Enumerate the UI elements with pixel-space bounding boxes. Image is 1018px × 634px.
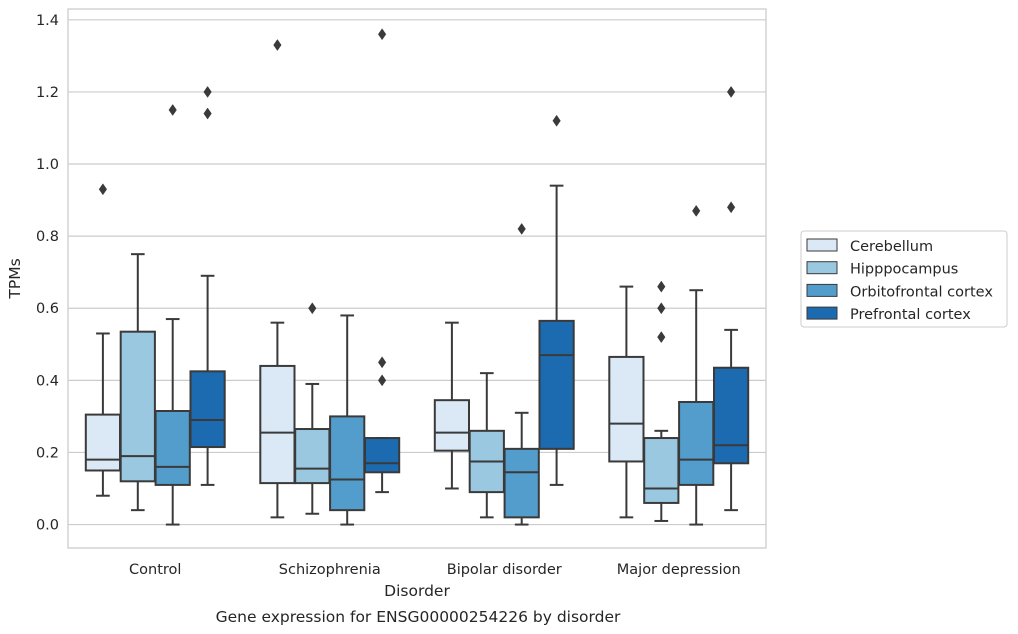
x-tick-labels: Control Schizophrenia Bipolar disorder Majo… [129,562,741,578]
y-tick-label: 0.4 [36,373,59,389]
box [154,409,191,486]
outlier-point [657,280,666,293]
y-tick-labels: 0.0 0.2 0.4 0.6 0.8 1.0 1.2 1.4 [36,13,59,534]
y-tick-label: 0.2 [36,445,59,461]
box [643,437,680,504]
outlier-point [377,374,387,387]
x-axis-label: Disorder [384,582,450,600]
legend-label: Orbitofrontal cortex [850,284,993,300]
x-tick-label: Bipolar disorder [447,562,562,578]
outlier-point [517,222,526,235]
legend-label: Hipppocampus [850,262,958,278]
plot-area [84,28,750,526]
box-group [119,253,156,512]
box [329,415,366,512]
box-group [189,85,226,486]
outlier-point [726,85,736,98]
box-group [363,28,401,494]
box-group [538,114,575,486]
box [294,428,331,485]
x-tick-label: Major depression [617,562,741,578]
legend-swatch [806,261,838,275]
outlier-point [657,331,666,344]
box-group [154,104,191,526]
box [363,437,401,474]
box [608,355,645,463]
legend: Cerebellum Hipppocampus Orbitofrontal cort… [800,230,1008,328]
outlier-point [552,114,561,127]
outlier-point [273,39,282,51]
legend-swatch [806,306,838,320]
outlier-point [98,183,108,196]
legend-label: Prefrontal cortex [850,307,971,323]
y-axis-label: TPMs [6,258,24,299]
x-tick-label: Schizophrenia [279,562,381,578]
box [712,366,750,465]
legend-label: Cerebellum [850,239,933,255]
box [259,364,296,485]
box [538,319,575,450]
box [503,447,540,519]
legend-swatch [806,238,838,252]
box-group [608,285,645,519]
x-tick-label: Control [129,562,181,578]
outlier-point [377,28,387,41]
outlier-point [308,302,317,315]
legend-frame [800,230,1008,328]
box-group [259,39,296,519]
box-group [294,302,331,515]
box [189,370,226,449]
box-group [84,183,122,497]
y-tick-label: 1.2 [36,85,59,101]
y-tick-label: 0.6 [36,301,59,317]
legend-swatch [806,283,838,297]
box-group [468,372,505,519]
box-group [329,314,366,526]
box [119,330,156,483]
outlier-point [168,104,177,116]
box [433,399,471,452]
y-tick-label: 0.8 [36,229,59,245]
box-group [433,321,471,490]
y-tick-label: 1.0 [36,157,59,173]
outlier-point [657,302,666,315]
outlier-point [203,107,212,120]
outlier-point [377,356,387,369]
box-group [712,85,750,512]
plot-frame [67,8,767,549]
box-group [678,204,715,526]
y-tick-label: 0.0 [36,518,59,534]
box [678,400,715,486]
outlier-point [203,85,212,98]
box-group [503,222,540,526]
y-tick-label: 1.4 [36,13,59,29]
box [84,413,122,472]
chart-caption: Gene expression for ENSG00000254226 by d… [216,608,621,626]
box-group [643,280,680,522]
outlier-point [726,201,736,214]
outlier-point [692,204,701,217]
